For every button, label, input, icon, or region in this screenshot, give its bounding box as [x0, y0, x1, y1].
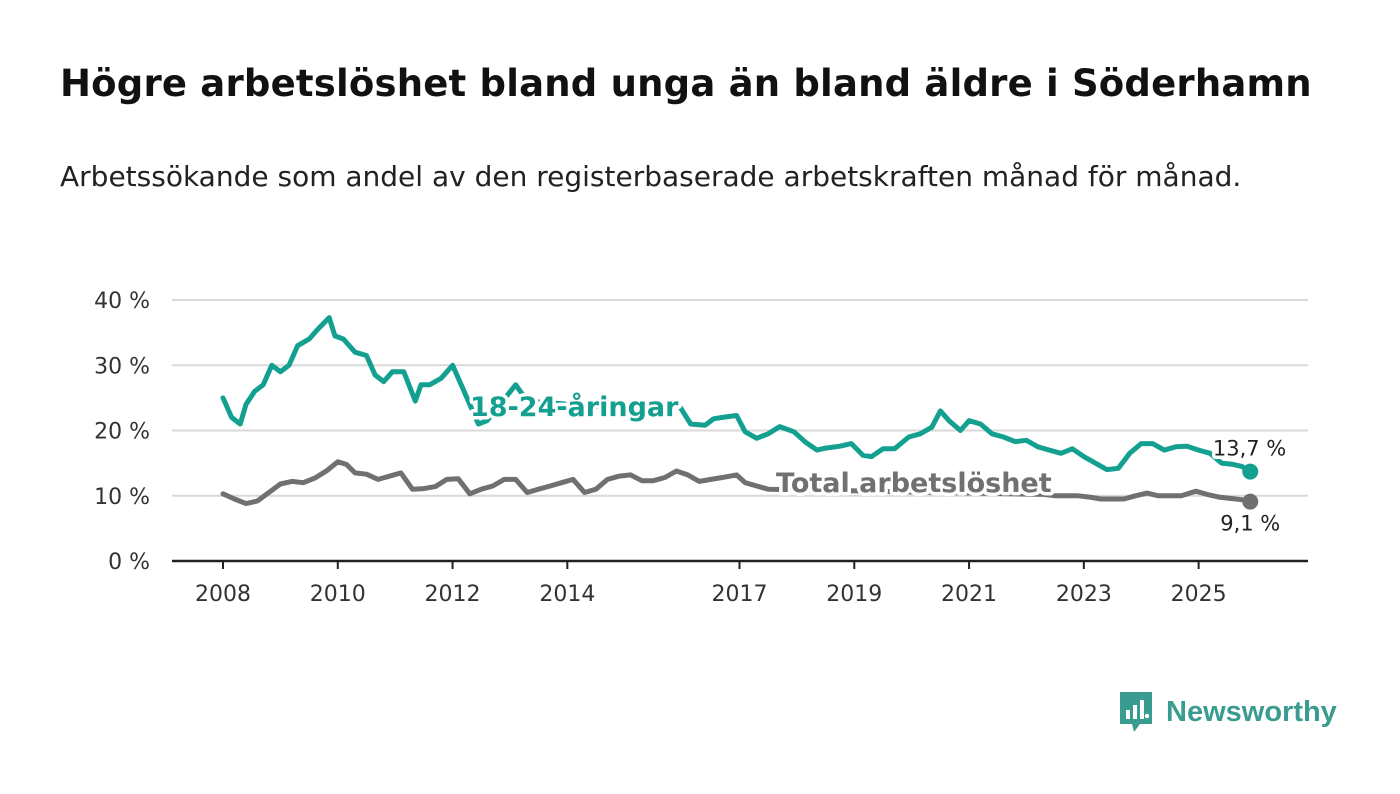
y-tick-label: 10 % — [94, 485, 150, 510]
youth-series-label: 18-24-åringar — [470, 391, 679, 423]
total-end-point — [1242, 493, 1259, 510]
x-tick-label: 2008 — [195, 582, 251, 607]
x-tick-label: 2012 — [425, 582, 481, 607]
chart-subtitle: Arbetssökande som andel av den registerb… — [60, 160, 1242, 193]
x-tick-label: 2021 — [941, 582, 997, 607]
brand: Newsworthy — [1118, 690, 1337, 734]
youth-end-value-label: 13,7 % — [1213, 437, 1286, 461]
youth-series-line — [220, 315, 1253, 475]
total-end-value-label: 9,1 % — [1220, 512, 1280, 536]
y-tick-label: 0 % — [108, 550, 150, 575]
y-tick-label: 20 % — [94, 420, 150, 445]
brand-name: Newsworthy — [1166, 695, 1337, 728]
newsworthy-logo-icon — [1120, 692, 1152, 732]
series-lines — [220, 315, 1259, 510]
x-tick-label: 2017 — [712, 582, 768, 607]
chart-title: Högre arbetslöshet bland unga än bland ä… — [60, 62, 1312, 105]
youth-end-point — [1242, 463, 1259, 480]
total-series-label: Total arbetslöshet — [776, 468, 1052, 499]
series-labels: 18-24-åringar Total arbetslöshet 13,7 % 9,1… — [467, 388, 1290, 540]
x-tick-label: 2023 — [1056, 582, 1112, 607]
y-tick-label: 30 % — [94, 354, 150, 379]
x-tick-label: 2010 — [310, 582, 366, 607]
y-axis-ticks: 0 % 10 % 20 % 30 % 40 % — [94, 289, 150, 575]
x-tick-label: 2025 — [1171, 582, 1227, 607]
x-axis-ticks: 2008 2010 2012 2014 2017 2019 2021 2023 2025 — [195, 561, 1227, 607]
x-tick-label: 2014 — [539, 582, 595, 607]
x-tick-label: 2019 — [826, 582, 882, 607]
gridlines — [172, 299, 1308, 563]
total-series-line — [220, 459, 1253, 507]
y-tick-label: 40 % — [94, 289, 150, 314]
